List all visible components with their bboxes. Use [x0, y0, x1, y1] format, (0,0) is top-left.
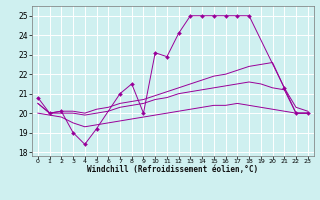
X-axis label: Windchill (Refroidissement éolien,°C): Windchill (Refroidissement éolien,°C) — [87, 165, 258, 174]
